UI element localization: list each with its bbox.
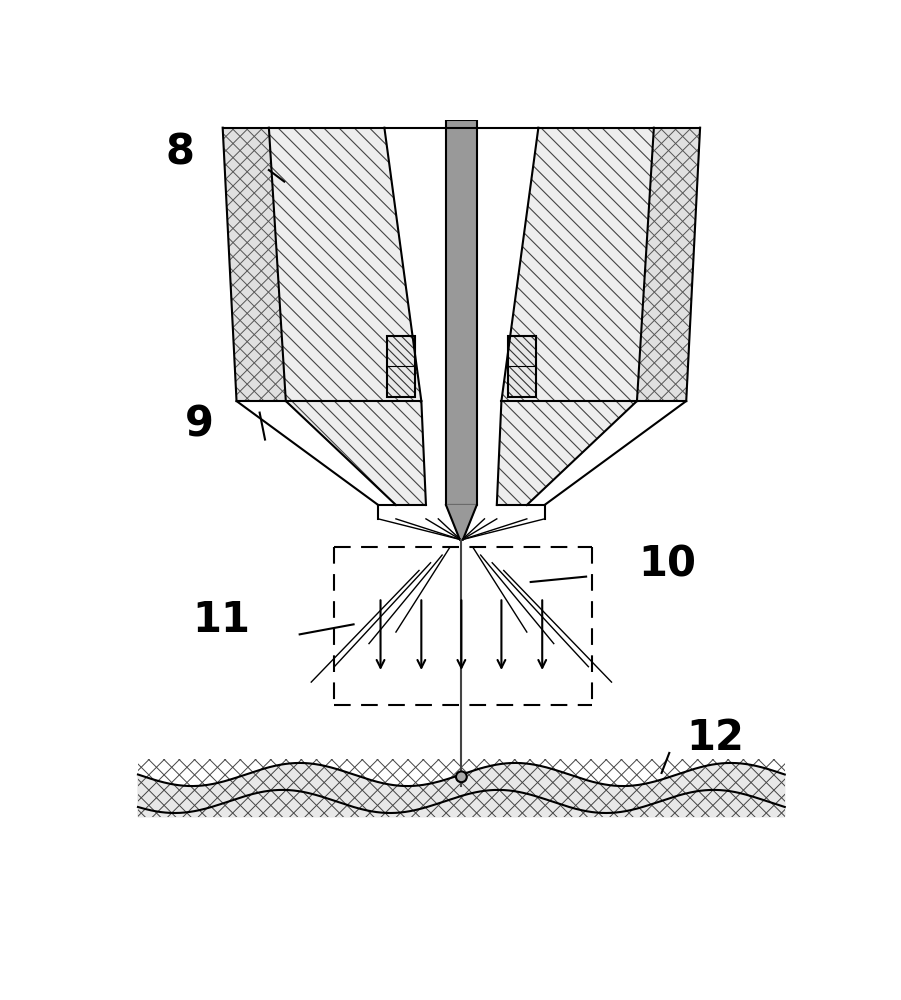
Text: 10: 10: [639, 543, 696, 585]
Polygon shape: [387, 336, 415, 397]
Polygon shape: [502, 128, 654, 401]
Polygon shape: [223, 128, 286, 401]
Polygon shape: [637, 128, 700, 401]
Polygon shape: [446, 505, 477, 540]
Text: 11: 11: [192, 599, 250, 642]
Text: 12: 12: [687, 717, 744, 759]
Bar: [507, 336, 536, 397]
Text: 8: 8: [166, 131, 195, 173]
Polygon shape: [286, 401, 426, 505]
Polygon shape: [507, 336, 536, 397]
Polygon shape: [138, 763, 785, 817]
Bar: [387, 336, 415, 397]
Text: 9: 9: [185, 403, 214, 445]
Circle shape: [456, 771, 467, 782]
Bar: [446, 120, 477, 505]
Polygon shape: [268, 128, 422, 401]
Polygon shape: [496, 401, 637, 505]
